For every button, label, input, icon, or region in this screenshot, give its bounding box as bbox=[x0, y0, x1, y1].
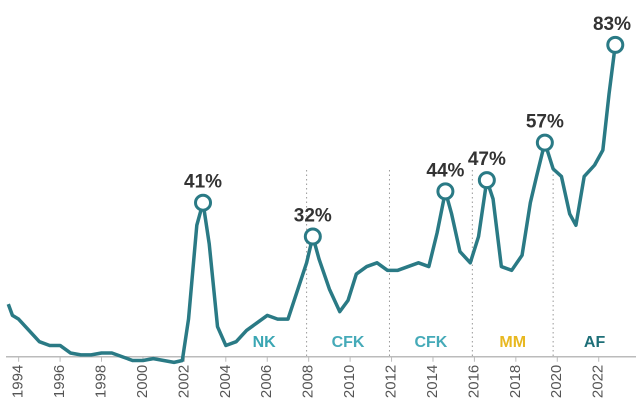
period-label: CFK bbox=[332, 334, 365, 351]
x-tick-label: 2008 bbox=[300, 365, 317, 398]
x-tick-label: 2010 bbox=[341, 365, 358, 398]
peak-marker bbox=[477, 171, 496, 190]
peak-marker bbox=[436, 182, 455, 201]
x-tick-label: 1998 bbox=[92, 365, 109, 398]
period-label: MM bbox=[499, 334, 526, 351]
peak-marker bbox=[535, 133, 554, 152]
peak-label: 83% bbox=[593, 14, 631, 35]
period-label: NK bbox=[253, 334, 277, 351]
peak-marker bbox=[303, 227, 322, 246]
x-tick-label: 2004 bbox=[217, 365, 234, 398]
x-tick-label: 2016 bbox=[465, 365, 482, 398]
x-tick-label: 2012 bbox=[383, 365, 400, 398]
peak-label: 32% bbox=[294, 206, 332, 227]
period-label: CFK bbox=[414, 334, 447, 351]
peak-label: 47% bbox=[468, 149, 506, 170]
x-tick-label: 2000 bbox=[134, 365, 151, 398]
x-tick-label: 2020 bbox=[548, 365, 565, 398]
peak-marker bbox=[194, 193, 213, 212]
peak-label: 57% bbox=[526, 112, 564, 133]
line bbox=[6, 44, 618, 365]
x-tick-label: 2006 bbox=[258, 365, 275, 398]
x-tick-label: 1994 bbox=[10, 365, 27, 398]
x-tick-label: 2018 bbox=[507, 365, 524, 398]
x-tick-label: 2002 bbox=[175, 365, 192, 398]
peak-label: 44% bbox=[426, 160, 464, 181]
peak-label: 41% bbox=[184, 172, 222, 193]
peak-marker bbox=[606, 35, 625, 54]
period-label: AF bbox=[584, 334, 606, 351]
x-tick-label: 1996 bbox=[51, 365, 68, 398]
x-tick-label: 2014 bbox=[424, 365, 441, 398]
x-tick-label: 2022 bbox=[590, 365, 607, 398]
